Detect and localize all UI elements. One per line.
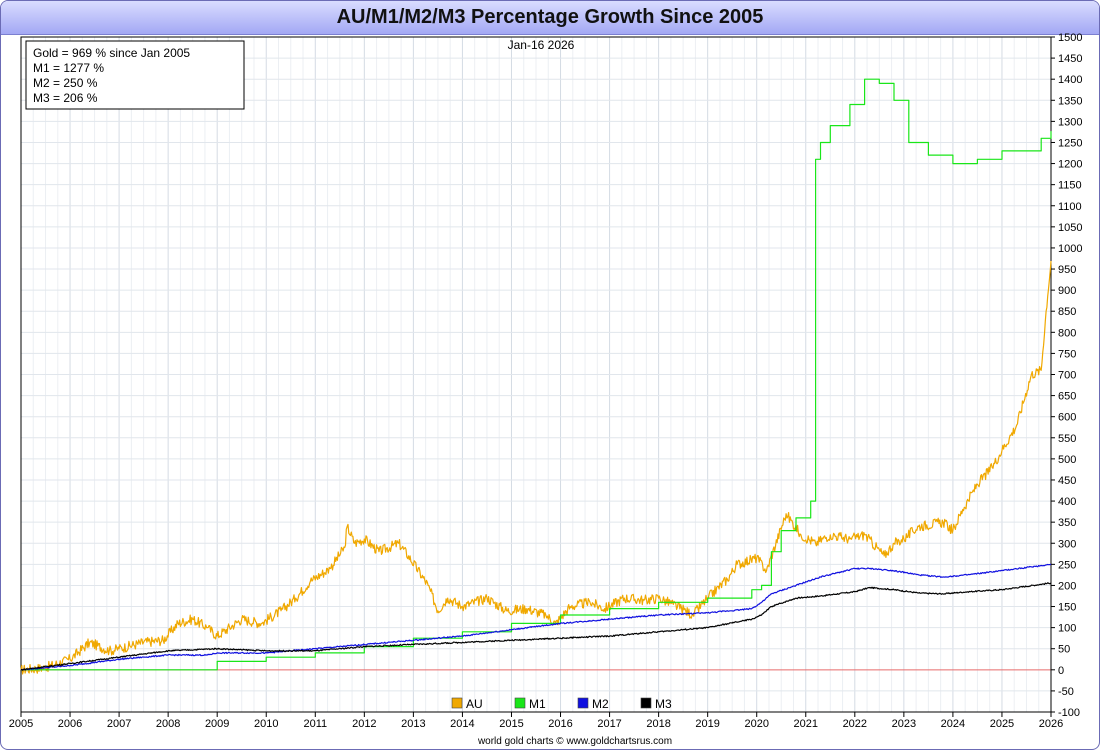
y-tick-label: 750 [1058,348,1076,360]
chart-title: AU/M1/M2/M3 Percentage Growth Since 2005 [336,6,764,28]
legend-swatch-m3 [640,697,652,709]
x-tick-label: 2020 [744,718,768,730]
series-line-m3 [20,582,1052,671]
info-box-line: M3 = 206 % [33,91,98,105]
y-tick-label: 800 [1058,327,1076,339]
chart-title-bar: AU/M1/M2/M3 Percentage Growth Since 2005 [1,1,1099,35]
y-tick-label: 1300 [1058,116,1082,128]
x-tick-label: 2005 [9,718,33,730]
x-tick-label: 2012 [352,718,376,730]
y-tick-label: 350 [1058,517,1076,529]
y-tick-label: 950 [1058,264,1076,276]
series-line-m1 [21,78,1052,671]
y-tick-label: 1150 [1058,180,1082,192]
x-tick-label: 2014 [450,718,474,730]
x-tick-label: 2022 [843,718,867,730]
y-tick-label: 50 [1058,644,1070,656]
y-tick-label: 100 [1058,623,1076,635]
y-tick-label: 0 [1058,665,1064,677]
y-tick-label: 200 [1058,580,1076,592]
y-tick-label: 1500 [1058,32,1082,44]
x-tick-label: 2006 [58,718,82,730]
y-tick-label: 1200 [1058,159,1082,171]
info-box [25,40,245,110]
info-box-line: M2 = 250 % [33,76,98,90]
y-tick-label: 450 [1058,475,1076,487]
y-tick-label: 500 [1058,454,1076,466]
y-tick-label: 1400 [1058,74,1082,86]
x-tick-label: 2017 [597,718,621,730]
y-tick-label: 900 [1058,285,1076,297]
legend-swatch-au [451,697,463,709]
y-tick-label: 1050 [1058,222,1082,234]
y-tick-label: 600 [1058,412,1076,424]
y-tick-label: 300 [1058,538,1076,550]
y-tick-label: -50 [1058,686,1074,698]
x-tick-label: 2019 [695,718,719,730]
legend-label-m2: M2 [592,697,609,711]
date-label: Jan-16 2026 [508,38,575,52]
x-tick-label: 2013 [401,718,425,730]
x-tick-label: 2024 [941,718,965,730]
y-tick-label: 1000 [1058,243,1082,255]
y-tick-label: 1450 [1058,53,1082,65]
x-tick-label: 2011 [303,718,327,730]
y-tick-label: 650 [1058,391,1076,403]
y-tick-label: 150 [1058,602,1076,614]
footer-credit: world gold charts © www.goldchartsrus.co… [477,736,672,747]
x-tick-label: 2007 [107,718,131,730]
series-line-au [20,260,1052,675]
y-tick-label: 550 [1058,433,1076,445]
y-tick-label: 1250 [1058,137,1082,149]
y-tick-label: 400 [1058,496,1076,508]
y-tick-label: 700 [1058,370,1076,382]
legend-swatch-m2 [577,697,589,709]
x-tick-label: 2008 [156,718,180,730]
series-line-m2 [20,563,1052,671]
x-tick-label: 2018 [646,718,670,730]
y-tick-label: 850 [1058,306,1076,318]
x-tick-label: 2025 [990,718,1014,730]
legend-label-m1: M1 [529,697,546,711]
info-box-line: Gold = 969 % since Jan 2005 [33,46,190,60]
x-tick-label: 2009 [205,718,229,730]
legend-label-au: AU [466,697,483,711]
x-tick-label: 2023 [892,718,916,730]
y-tick-label: 1100 [1058,201,1082,213]
y-tick-label: 250 [1058,559,1076,571]
legend-label-m3: M3 [655,697,672,711]
x-tick-label: 2015 [499,718,523,730]
y-tick-label: 1350 [1058,95,1082,107]
x-tick-label: 2021 [794,718,818,730]
y-tick-label: -100 [1058,707,1080,719]
x-tick-label: 2026 [1039,718,1063,730]
legend-swatch-m1 [514,697,526,709]
x-tick-label: 2010 [254,718,278,730]
x-tick-label: 2016 [548,718,572,730]
info-box-line: M1 = 1277 % [33,61,104,75]
